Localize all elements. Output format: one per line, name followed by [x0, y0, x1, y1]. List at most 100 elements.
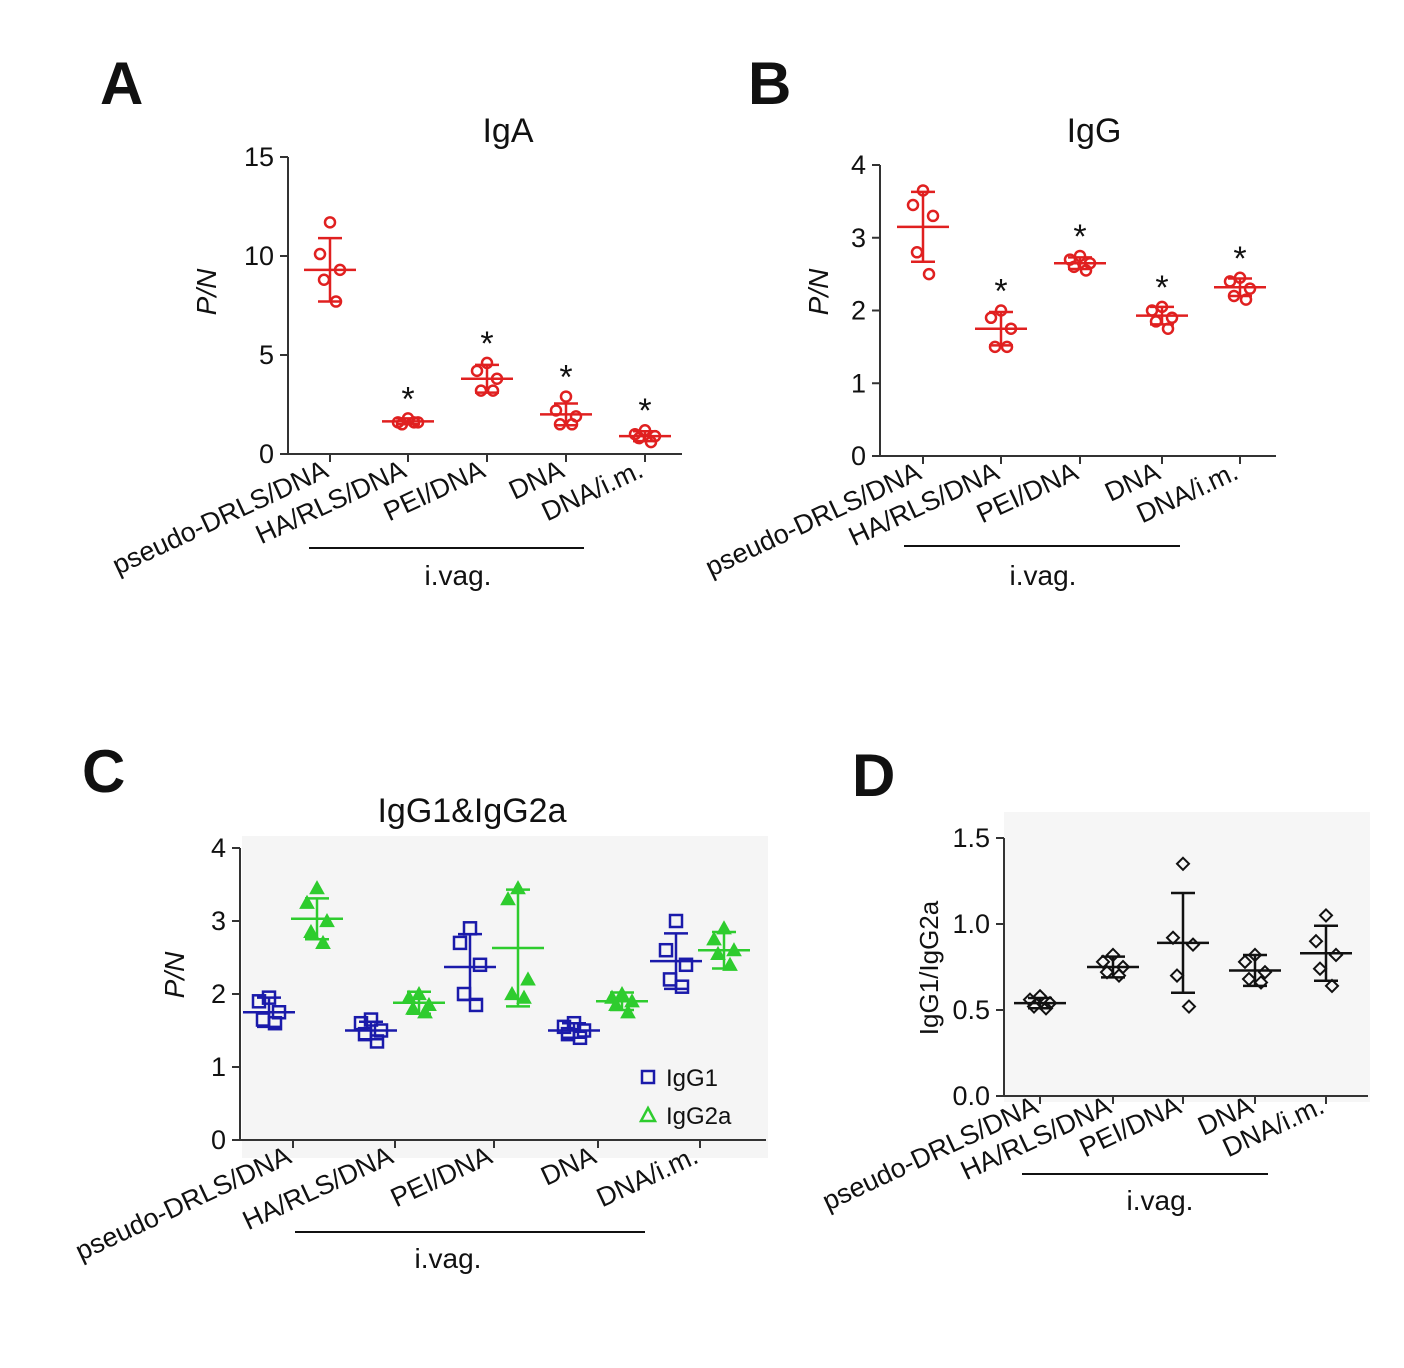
panel-a-iga-pseudo-drls-dna-point: [317, 273, 331, 287]
panel-a-iga-ha-rls-dna-point: [407, 416, 421, 429]
panel-a-iga-pseudo-drls-dna-point: [323, 216, 337, 229]
panel-c-igg1-pei-dna-point: [462, 921, 478, 936]
panel-d-igg1-igg2a-dna-point: [1257, 964, 1273, 980]
panel-c-igg1-igg2a-chart: IgG1&IgG2a P/N 01234pseudo-DRLS/DNAHA/RL…: [71, 792, 768, 1266]
panel-a-iga-pseudo-drls-dna-point: [329, 295, 343, 308]
panel-c-igg2a-pei-dna-point: [500, 891, 516, 906]
panel-c-igg2a-dna-i-m-point: [722, 956, 738, 971]
panel-a-iga-pei-dna-point: [480, 356, 494, 370]
panel-b-igg-pseudo-drls-dna-point: [922, 267, 936, 281]
panel-a-significance-star-dna: *: [559, 359, 572, 397]
panel-a-y-tick-label: 15: [244, 142, 274, 172]
panel-a-iga-dna-i-m-point: [638, 423, 652, 437]
panel-c-igg1-ha-rls-dna-point: [369, 1034, 385, 1049]
panel-c-igg1-pseudo-drls-dna-point: [251, 994, 267, 1009]
panel-a-iga-chart: IgA P/N 051015pseudo-DRLS/DNAHA/RLS/DNAP…: [108, 112, 682, 580]
panel-c-igg2a-ha-rls-dna-point: [417, 1004, 433, 1019]
panel-d-igg1-igg2a-dna-point: [1253, 975, 1269, 990]
panel-letter-c: C: [82, 738, 125, 805]
panel-c-igg2a-pseudo-drls-dna-point: [299, 894, 315, 909]
panel-d-y-tick-label: 0.5: [952, 995, 990, 1025]
panel-c-plot-background: [242, 836, 768, 1158]
panel-d-igg1-igg2a-ha-rls-dna-point: [1111, 968, 1127, 984]
panel-a-iga-pei-dna-point: [486, 384, 500, 397]
panel-b-igg-dna-i-m-point: [1227, 289, 1241, 303]
panel-d-igg1-igg2a-dna-i-m-point: [1312, 961, 1328, 977]
panel-a-title: IgA: [482, 112, 533, 150]
panel-b-igg-ha-rls-dna-point: [984, 311, 998, 325]
panel-c-y-tick-label: 0: [211, 1125, 226, 1155]
panel-c-igg2a-dna-i-m-point: [716, 920, 732, 935]
panel-a-y-tick-label: 5: [259, 340, 274, 370]
panel-c-igg2a-pseudo-drls-dna-point: [315, 934, 331, 949]
panel-c-igg2a-dna-i-m-point: [706, 931, 722, 946]
panel-a-y-axis-label: P/N: [191, 268, 222, 315]
panel-d-igg1-igg2a-pseudo-drls-dna-point: [1038, 1000, 1054, 1016]
panel-d-igg1-igg2a-dna-i-m-point: [1318, 907, 1334, 923]
panel-d-igg1-igg2a-pseudo-drls-dna-point: [1032, 988, 1048, 1004]
panel-c-igg2a-pei-dna-point: [516, 989, 532, 1004]
panel-d-y-tick-label: 1.5: [952, 823, 990, 853]
panel-b-y-tick-label: 2: [851, 296, 866, 326]
panel-a-iga-pseudo-drls-dna-point: [333, 263, 347, 277]
panel-b-y-axis-label: P/N: [803, 268, 834, 315]
panel-a-iga-pseudo-drls-dna-point: [313, 247, 327, 261]
panel-d-plot-background: [1004, 812, 1370, 1102]
panel-b-significance-star-dna-i-m: *: [1233, 240, 1246, 278]
panel-a-iga-ha-rls-dna-point: [395, 418, 409, 431]
panel-c-igg2a-ha-rls-dna-point: [401, 989, 417, 1004]
panel-b-title: IgG: [1067, 112, 1122, 150]
panel-d-group-label: i.vag.: [1127, 1185, 1194, 1216]
panel-b-igg-pei-dna-point: [1067, 260, 1081, 274]
panel-d-igg1-igg2a-pei-dna-point: [1185, 937, 1201, 953]
panel-d-y-tick-label: 1.0: [952, 909, 990, 939]
panel-d-igg1-igg2a-pei-dna-point: [1175, 856, 1191, 872]
panel-d-igg1-igg2a-pei-dna-point: [1169, 968, 1185, 984]
panel-d-igg1-igg2a-dna-i-m-point: [1328, 947, 1344, 963]
panel-c-igg1-dna-point: [576, 1023, 592, 1038]
panel-c-igg2a-ha-rls-dna-point: [405, 1000, 421, 1015]
legend-igg2a-label: IgG2a: [666, 1103, 732, 1130]
panel-c-igg1-pei-dna-point: [472, 957, 488, 973]
panel-b-igg-pei-dna-point: [1079, 264, 1093, 277]
panel-a-iga-dna-i-m-point: [644, 435, 658, 449]
panel-b-igg-pseudo-drls-dna-point: [926, 209, 940, 223]
panel-c-legend: IgG1 IgG2a: [638, 1065, 732, 1130]
panel-a-iga-ha-rls-dna-point: [411, 416, 425, 429]
panel-c-igg1-dna-i-m-point: [678, 957, 694, 973]
panel-a-y-tick-label: 0: [259, 439, 274, 469]
panel-c-igg1-pei-dna-point: [468, 997, 484, 1013]
legend-igg1-label: IgG1: [666, 1065, 718, 1092]
panel-d-ratio-chart: IgG1/IgG2a 0.00.51.01.5pseudo-DRLS/DNAHA…: [818, 812, 1370, 1216]
panel-b-igg-dna-i-m-point: [1223, 275, 1237, 288]
panel-c-igg1-pei-dna-point: [452, 935, 468, 951]
panel-c-y-tick-label: 4: [211, 833, 226, 863]
panel-a-iga-pei-dna-point: [474, 384, 488, 397]
panel-c-igg2a-pei-dna-point: [510, 880, 526, 895]
panel-a-iga-pei-dna-point: [490, 372, 504, 386]
panel-d-igg1-igg2a-dna-point: [1247, 947, 1263, 963]
panel-d-igg1-igg2a-dna-point: [1241, 971, 1257, 987]
panel-b-y-tick-label: 0: [851, 441, 866, 471]
legend-igg1-square-icon: [640, 1069, 656, 1085]
panel-b-y-tick-label: 1: [851, 368, 866, 398]
panel-c-igg2a-pseudo-drls-dna-point: [309, 880, 325, 895]
panel-c-igg1-pseudo-drls-dna-point: [261, 990, 277, 1005]
panel-c-y-tick-label: 1: [211, 1052, 226, 1082]
panel-b-igg-ha-rls-dna-point: [994, 304, 1008, 317]
panel-c-igg2a-pseudo-drls-dna-point: [319, 912, 335, 928]
panel-b-igg-dna-point: [1149, 315, 1163, 328]
panel-c-igg2a-dna-point: [608, 996, 624, 1012]
panel-d-y-tick-label: 0.0: [952, 1081, 990, 1111]
panel-b-igg-pseudo-drls-dna-point: [916, 184, 930, 197]
panel-c-igg2a-dna-point: [614, 985, 630, 1001]
panel-b-igg-ha-rls-dna-point: [1000, 340, 1014, 354]
panel-c-y-tick-label: 2: [211, 979, 226, 1009]
panel-c-y-tick-label: 3: [211, 906, 226, 936]
panel-a-significance-star-dna-i-m: *: [638, 392, 651, 430]
panel-d-igg1-igg2a-dna-point: [1237, 954, 1253, 970]
panel-c-igg2a-dna-i-m-point: [726, 942, 742, 957]
